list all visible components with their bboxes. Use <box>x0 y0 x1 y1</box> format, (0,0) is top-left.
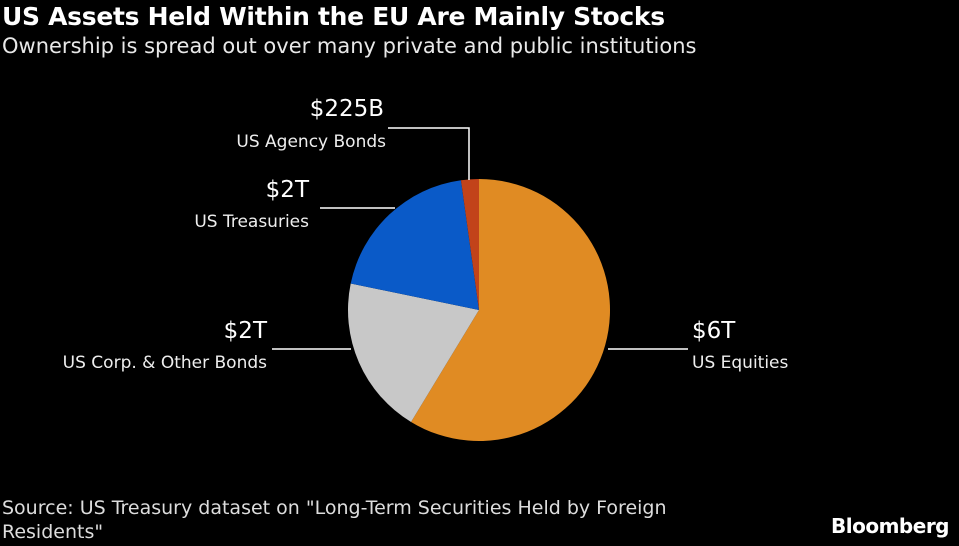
slice-label-treasuries: US Treasuries <box>194 212 309 232</box>
slice-label-corp: US Corp. & Other Bonds <box>62 353 267 373</box>
slice-label-agency: US Agency Bonds <box>236 132 386 152</box>
pie-slice-us-corp-other-bonds <box>348 283 479 422</box>
pie-slice-us-equities <box>411 179 611 441</box>
value-label-corp: $2T <box>223 318 267 344</box>
chart-title: US Assets Held Within the EU Are Mainly … <box>2 2 665 31</box>
pie-slice-us-treasuries <box>350 180 479 310</box>
value-label-agency: $225B <box>309 96 384 122</box>
leader-line-agency <box>388 127 470 180</box>
source-note: Source: US Treasury dataset on "Long-Ter… <box>2 497 667 543</box>
value-label-equities: $6T <box>692 318 736 344</box>
value-label-treasuries: $2T <box>265 177 309 203</box>
bloomberg-logo: Bloomberg <box>831 514 949 538</box>
slice-label-equities: US Equities <box>692 353 789 373</box>
pie-slice-us-agency-bonds <box>460 179 479 310</box>
chart-subtitle: Ownership is spread out over many privat… <box>2 34 697 58</box>
